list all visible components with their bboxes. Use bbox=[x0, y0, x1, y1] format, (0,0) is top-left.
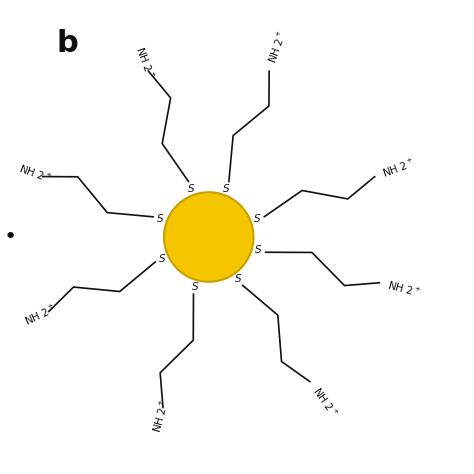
Text: NH 2$^+$: NH 2$^+$ bbox=[386, 279, 422, 300]
Text: S: S bbox=[255, 245, 262, 255]
Text: S: S bbox=[188, 184, 194, 194]
Text: NH 2$^+$: NH 2$^+$ bbox=[23, 302, 59, 328]
Text: •: • bbox=[4, 227, 17, 247]
Text: NH 2$^+$: NH 2$^+$ bbox=[266, 29, 290, 65]
Text: S: S bbox=[254, 214, 260, 224]
Text: S: S bbox=[157, 214, 164, 224]
Text: S: S bbox=[223, 184, 229, 194]
Text: NH 2$^+$: NH 2$^+$ bbox=[381, 156, 417, 180]
Text: NH 2$^+$: NH 2$^+$ bbox=[133, 45, 157, 81]
Circle shape bbox=[164, 192, 254, 282]
Text: NH 2$^+$: NH 2$^+$ bbox=[150, 398, 172, 434]
Text: S: S bbox=[235, 274, 241, 284]
Text: S: S bbox=[192, 282, 199, 292]
Text: b: b bbox=[56, 29, 78, 58]
Text: S: S bbox=[159, 254, 165, 264]
Text: NH 2$^+$: NH 2$^+$ bbox=[310, 385, 340, 420]
Text: NH 2$^+$: NH 2$^+$ bbox=[17, 162, 53, 186]
